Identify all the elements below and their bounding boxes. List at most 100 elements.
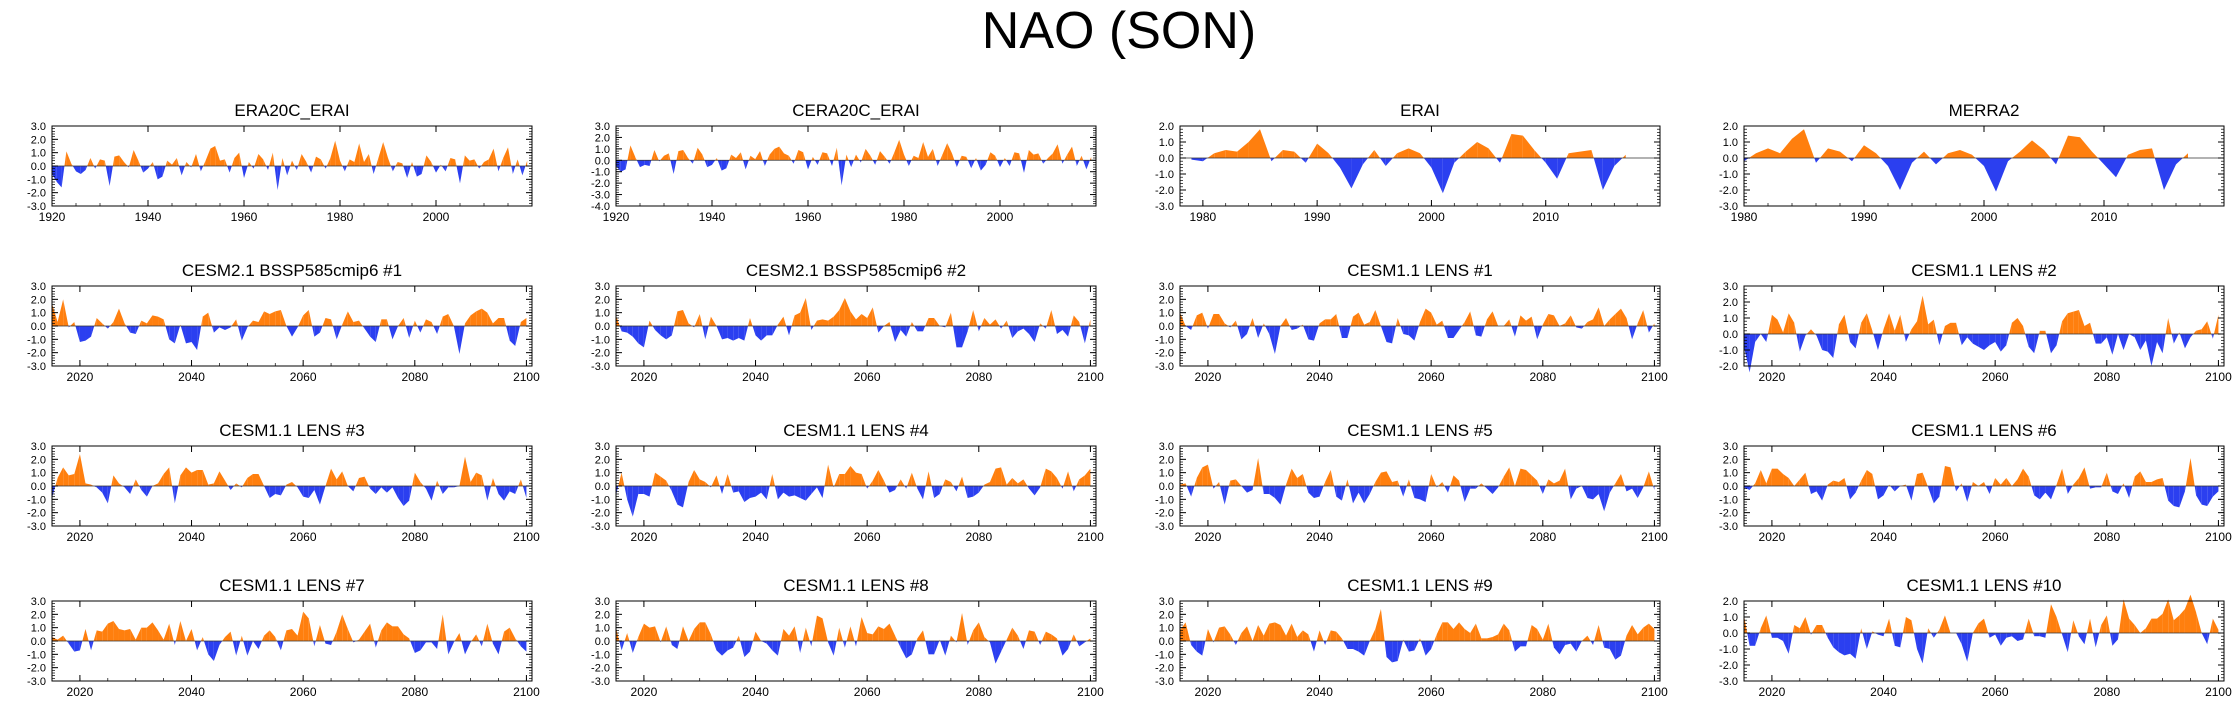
area-segment [1838,478,1845,486]
area-segment [1205,629,1208,641]
area-segment [2117,486,2123,494]
area-segment [416,166,422,177]
area-segment [498,318,505,326]
y-tick-label: 3.0 [31,121,46,133]
area-segment [1995,478,2001,486]
area-segment [906,486,908,489]
area-segment [726,160,730,169]
area-segment [1385,158,1393,166]
area-segment [442,486,449,494]
area-segment [1464,629,1471,641]
area-segment [1269,486,1275,498]
area-segment [1403,486,1407,497]
area-segment [1079,641,1085,647]
area-segment [225,631,231,641]
area-segment [627,633,630,641]
area-segment [269,311,276,326]
area-segment [470,472,477,486]
area-segment [342,311,348,326]
area-segment [414,472,421,486]
area-segment [509,326,516,346]
x-tick-label: 2100 [513,685,540,699]
area-segment [413,320,415,326]
area-segment [1418,322,1420,326]
area-segment [407,166,411,178]
area-segment [76,166,81,174]
area-segment [619,326,622,332]
area-segment [303,310,309,326]
area-segment [1537,629,1543,641]
area-segment [386,486,393,493]
area-segment [2213,314,2219,334]
area-segment [1820,148,1828,158]
area-segment [1850,334,1856,349]
area-segment [2207,486,2213,506]
area-segment [1470,486,1476,489]
area-segment [966,156,968,161]
area-segment [292,160,295,166]
area-segment [420,326,424,333]
area-segment [63,635,67,641]
area-segment [2028,618,2034,633]
area-segment [2110,486,2113,492]
area-segment [2000,478,2007,486]
area-segment [1042,326,1046,329]
area-segment [1274,326,1281,354]
area-segment [298,315,304,326]
area-segment [213,641,220,661]
area-segment [1984,482,1986,486]
area-segment [1336,314,1340,326]
area-segment [883,623,890,641]
area-segment [694,314,700,326]
area-segment [1844,478,1847,486]
area-segment [1905,334,1910,342]
area-segment [803,152,806,161]
area-segment [1453,475,1460,486]
area-segment [313,156,316,166]
x-tick-label: 2100 [513,530,540,544]
area-segment [194,641,198,651]
area-segment [867,307,873,326]
area-segment [2190,334,2194,338]
area-segment [1086,160,1090,170]
x-tick-label: 2100 [1077,370,1104,384]
y-tick-label: 2.0 [1159,121,1174,133]
area-segment [1475,326,1482,337]
area-segment [169,467,173,486]
area-segment [1810,486,1817,494]
area-segment [515,486,519,494]
area-segment [949,635,951,641]
area-segment [816,319,823,326]
y-tick-label: 0.0 [1159,636,1174,648]
area-segment [2134,471,2141,486]
area-segment [459,456,466,486]
area-segment [2067,311,2074,334]
area-segment [1045,631,1052,641]
area-segment [1347,641,1354,649]
area-segment [1942,326,1945,334]
area-segment [303,611,309,641]
area-segment [1984,618,1989,633]
x-tick-label: 2020 [67,530,94,544]
area-segment [436,166,440,173]
area-segment [997,160,1000,168]
y-tick-label: -2.0 [1155,348,1174,360]
area-segment [286,326,292,337]
area-segment [1537,326,1543,340]
area-segment [215,146,220,166]
area-segment [1995,334,2001,352]
area-segment [481,641,484,647]
area-segment [1967,633,1973,662]
area-segment [867,633,873,641]
area-segment [243,641,248,656]
area-segment [252,474,259,486]
area-segment [1008,326,1013,338]
area-segment [1364,486,1370,504]
y-tick-label: 2.0 [1159,294,1174,306]
area-segment [1911,486,1915,501]
area-segment [247,162,249,166]
area-segment [1520,315,1527,326]
area-segment [857,617,862,641]
area-segment [1481,326,1485,337]
area-segment [699,479,706,486]
